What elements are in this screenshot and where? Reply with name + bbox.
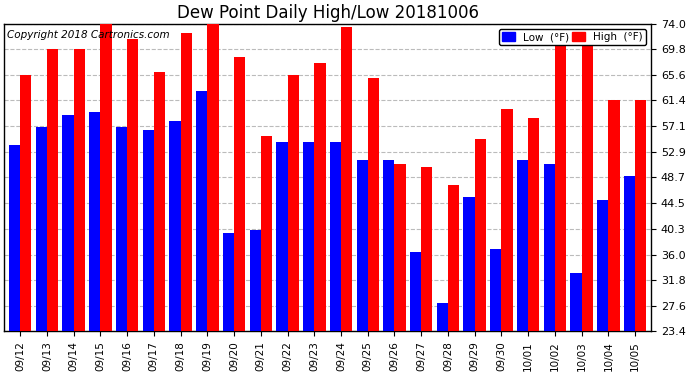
Bar (597, 200, 609, 331)
Bar (74, 49, 85, 331)
Bar (571, 273, 582, 331)
Bar (357, 160, 368, 331)
Bar (395, 164, 406, 331)
Bar (528, 118, 540, 331)
Bar (544, 164, 555, 331)
Bar (261, 136, 272, 331)
Bar (464, 197, 475, 331)
Bar (635, 100, 647, 331)
Bar (9, 145, 20, 331)
Bar (341, 27, 352, 331)
Bar (303, 142, 314, 331)
Bar (127, 39, 139, 331)
Bar (276, 142, 288, 331)
Bar (234, 57, 246, 331)
Bar (169, 121, 181, 331)
Bar (624, 176, 635, 331)
Bar (383, 160, 395, 331)
Bar (36, 127, 47, 331)
Bar (490, 249, 502, 331)
Bar (143, 130, 154, 331)
Text: Copyright 2018 Cartronics.com: Copyright 2018 Cartronics.com (8, 30, 170, 40)
Bar (63, 115, 74, 331)
Bar (330, 142, 341, 331)
Bar (555, 42, 566, 331)
Bar (410, 252, 421, 331)
Bar (154, 72, 165, 331)
Bar (207, 24, 219, 331)
Bar (196, 91, 207, 331)
Bar (101, 21, 112, 331)
Bar (116, 127, 127, 331)
Bar (181, 33, 192, 331)
Bar (314, 63, 326, 331)
Bar (609, 100, 620, 331)
Legend: Low  (°F), High  (°F): Low (°F), High (°F) (499, 29, 646, 45)
Bar (89, 112, 101, 331)
Bar (20, 75, 32, 331)
Bar (250, 230, 261, 331)
Bar (47, 49, 58, 331)
Bar (223, 233, 234, 331)
Bar (368, 78, 379, 331)
Title: Dew Point Daily High/Low 20181006: Dew Point Daily High/Low 20181006 (177, 4, 479, 22)
Bar (448, 185, 459, 331)
Bar (288, 75, 299, 331)
Bar (502, 109, 513, 331)
Bar (517, 160, 528, 331)
Bar (582, 45, 593, 331)
Bar (437, 303, 448, 331)
Bar (475, 139, 486, 331)
Bar (421, 166, 433, 331)
